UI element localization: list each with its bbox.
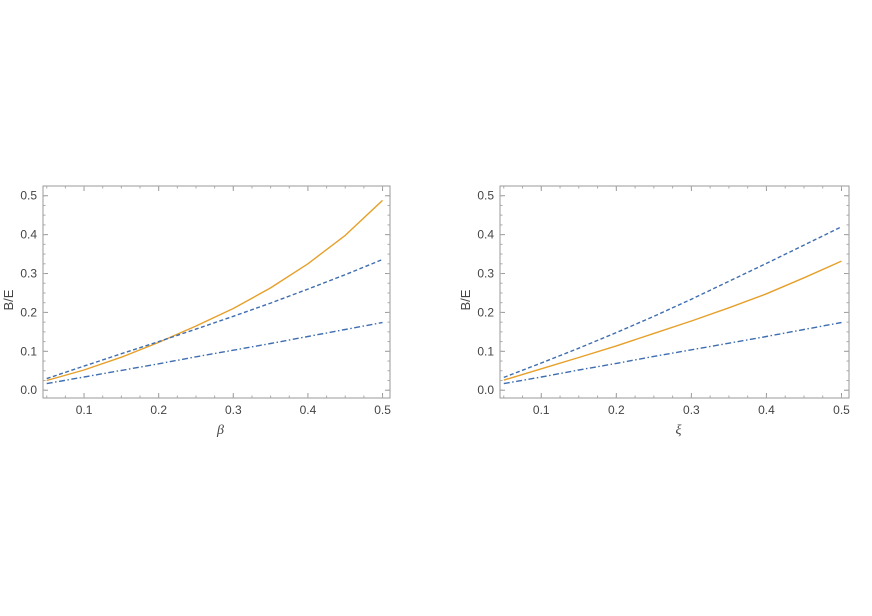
y-tick-label: 0.2 [477, 305, 494, 319]
y-tick-label: 0.3 [20, 267, 37, 281]
y-tick-label: 0.1 [477, 344, 494, 358]
y-tick-label: 0.2 [20, 305, 37, 319]
chart-left: 0.1 0.2 0.3 0.4 0.5 0.0 0.1 0.2 0.3 0.4 0.5 β B/E [1, 185, 391, 438]
y-tick-label: 0.0 [20, 383, 37, 397]
series-line-solid [503, 260, 842, 381]
x-tick-label: 0.4 [300, 403, 317, 417]
plot-frame [499, 185, 850, 399]
y-axis-label: B/E [458, 289, 473, 310]
x-tick-label: 0.4 [758, 403, 775, 417]
series-line-dashdot [503, 321, 842, 385]
series-line-dashed [46, 258, 383, 380]
x-tick-label: 0.5 [374, 403, 391, 417]
y-tick-label: 0.3 [477, 267, 494, 281]
y-axis-label: B/E [1, 289, 16, 310]
chart-right: 0.1 0.2 0.3 0.4 0.5 0.0 0.1 0.2 0.3 0.4 0.5 ξ B/E [458, 185, 850, 438]
series-line-solid [46, 199, 383, 382]
y-tick-label: 0.4 [477, 228, 494, 242]
x-tick-label: 0.2 [150, 403, 167, 417]
series-line-dashed [503, 226, 842, 379]
x-tick-label: 0.5 [833, 403, 850, 417]
x-tick-label: 0.3 [225, 403, 242, 417]
y-tick-label: 0.0 [477, 383, 494, 397]
plot-frame [42, 185, 391, 399]
y-tick-label: 0.4 [20, 228, 37, 242]
x-axis-label: ξ [676, 423, 682, 438]
y-tick-label: 0.1 [20, 344, 37, 358]
x-tick-label: 0.1 [533, 403, 550, 417]
y-tick-label: 0.5 [20, 189, 37, 203]
x-axis-label: β [216, 423, 224, 438]
x-tick-label: 0.2 [608, 403, 625, 417]
y-tick-label: 0.5 [477, 189, 494, 203]
x-tick-label: 0.3 [683, 403, 700, 417]
series-line-dashdot [46, 321, 383, 385]
x-tick-label: 0.1 [76, 403, 93, 417]
